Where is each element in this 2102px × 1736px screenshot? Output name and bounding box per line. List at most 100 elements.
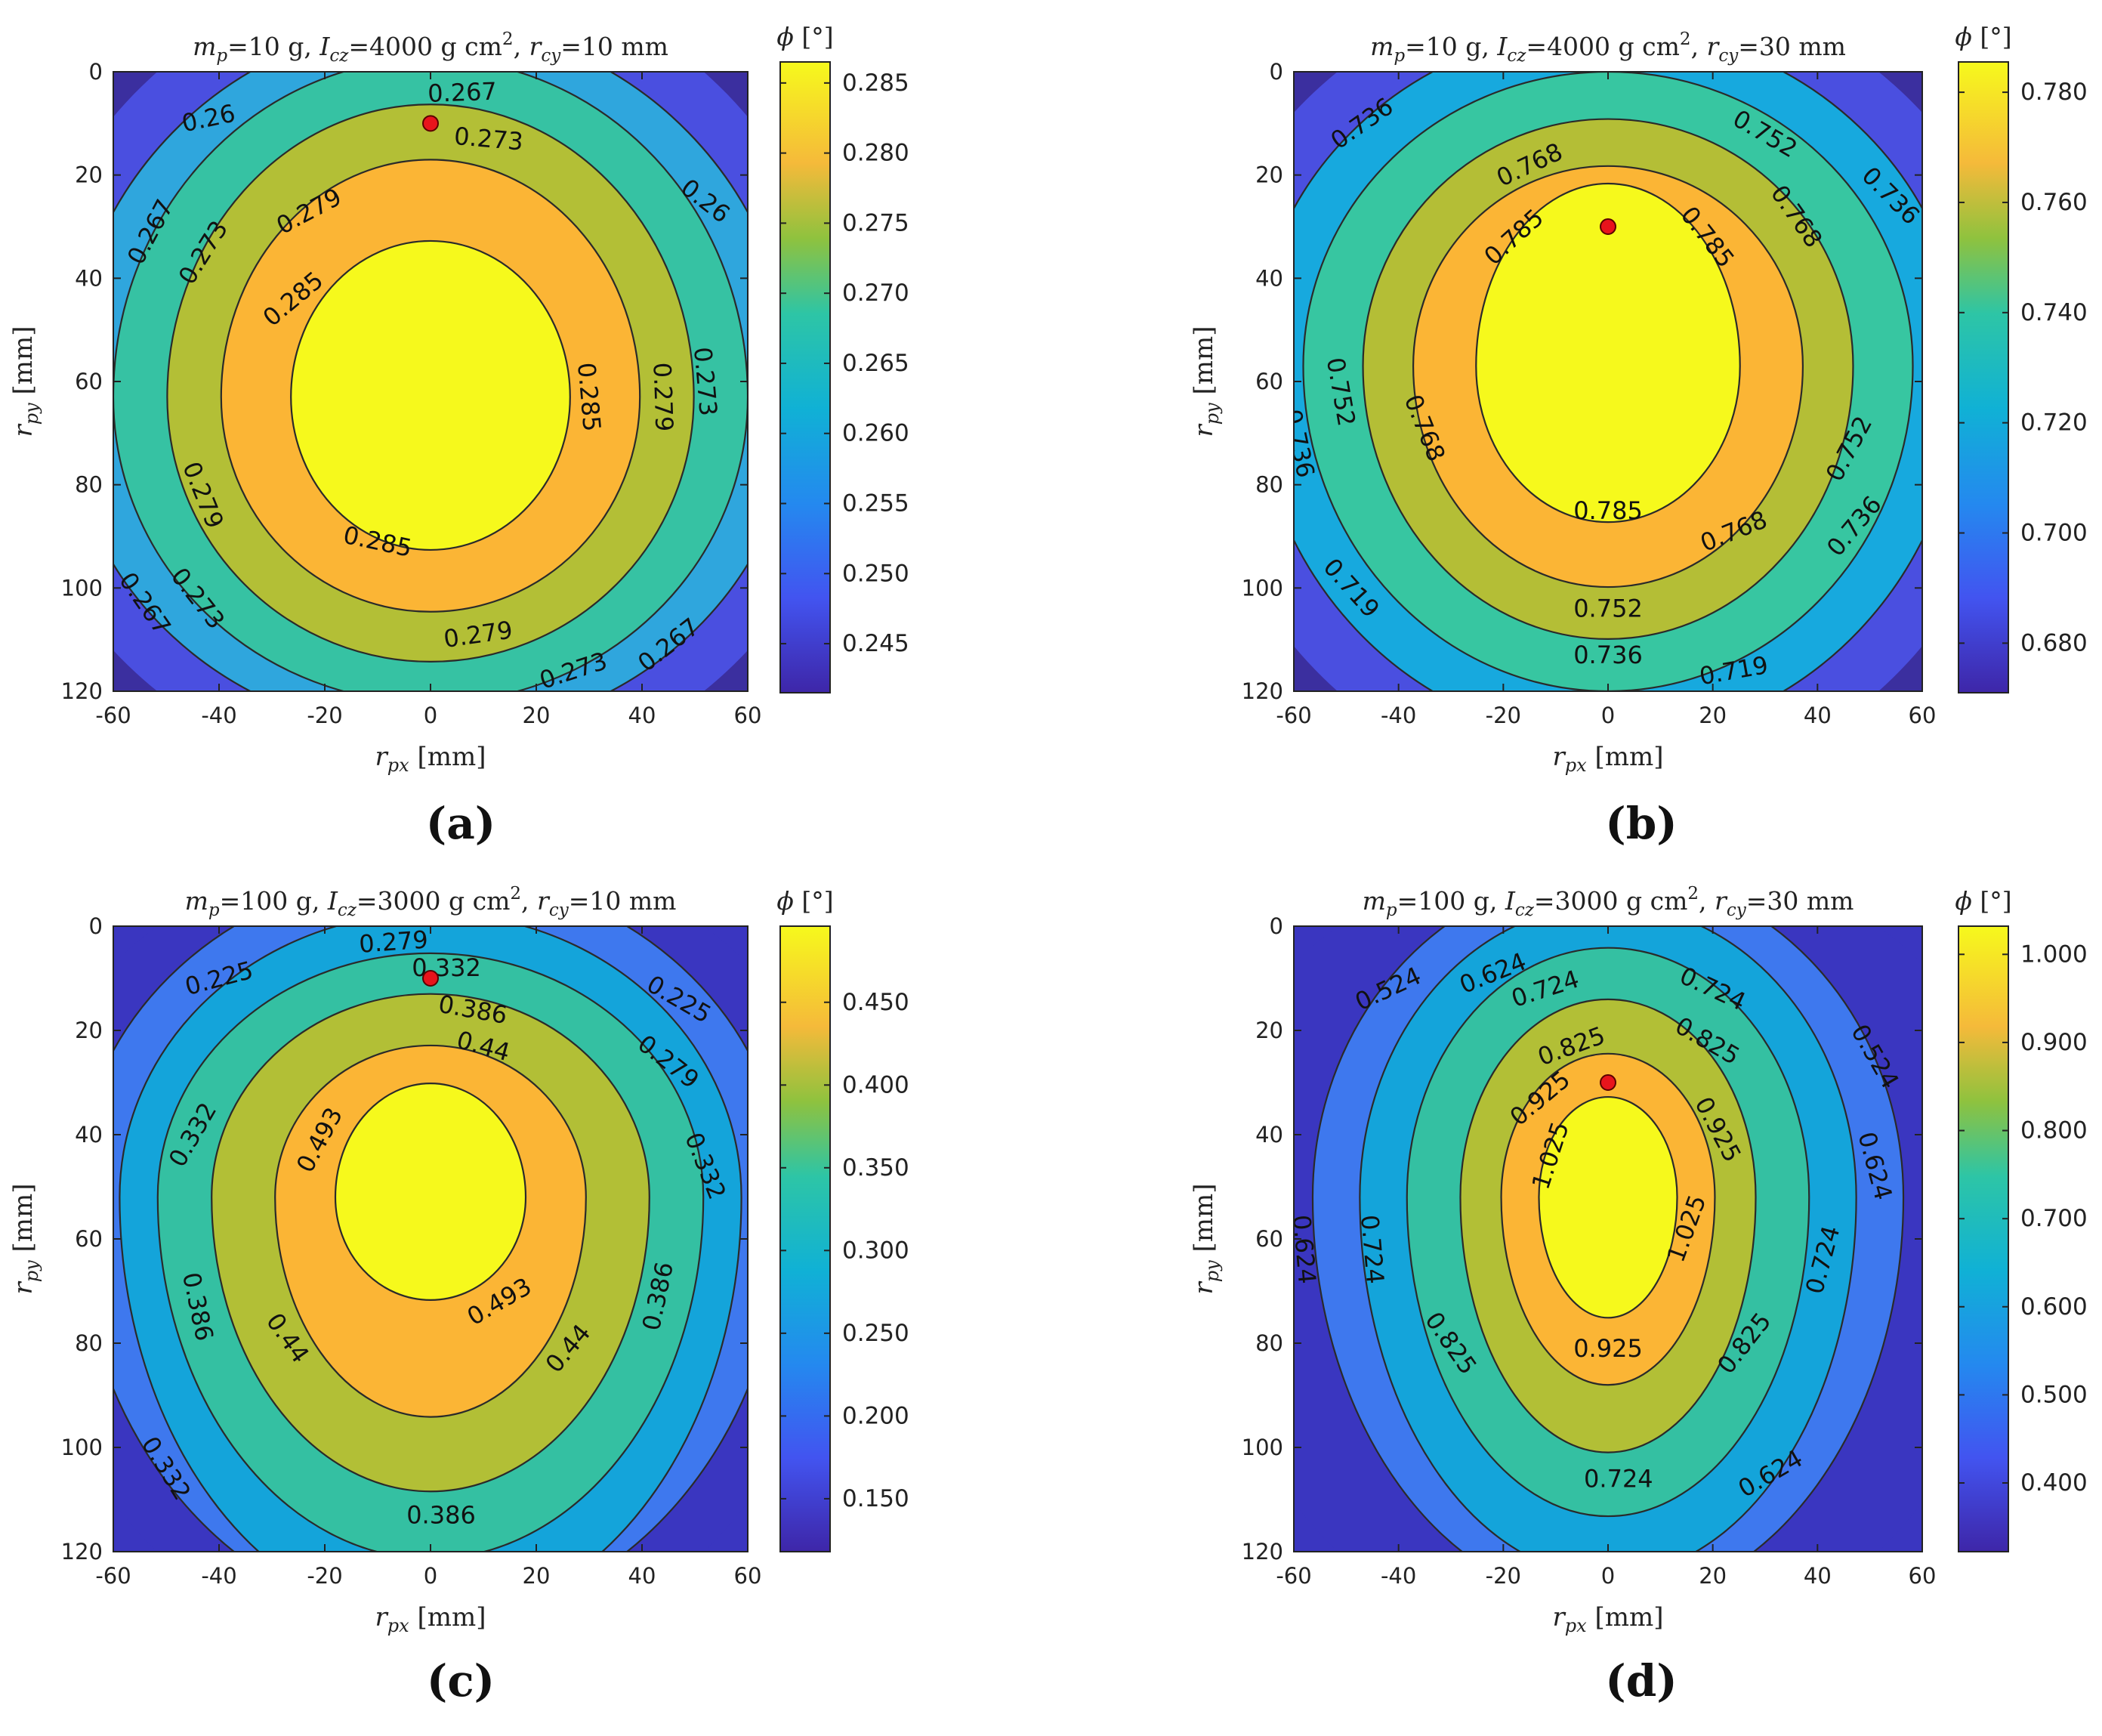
title-i-val: =3000 g cm bbox=[1534, 886, 1688, 916]
colorbar-label-unit: [°] bbox=[1972, 886, 2012, 916]
title-sep: , bbox=[1691, 32, 1707, 61]
y-tick-label: 80 bbox=[75, 472, 103, 498]
colorbar-tick-label: 0.780 bbox=[2020, 79, 2088, 106]
title-i: I bbox=[1505, 886, 1516, 916]
y-axis-label-var: r bbox=[1189, 1281, 1219, 1295]
x-axis-label-unit: [mm] bbox=[1587, 1602, 1664, 1633]
title-r-sub: cy bbox=[541, 46, 561, 66]
title-m: m bbox=[1370, 32, 1394, 61]
x-tick-label: -40 bbox=[201, 1563, 236, 1589]
y-axis-label-var: r bbox=[8, 424, 39, 437]
title-r-val: =10 mm bbox=[569, 886, 677, 916]
contour-level-6 bbox=[334, 1083, 527, 1301]
x-axis-label-var: r bbox=[375, 742, 389, 772]
title-i-sup: 2 bbox=[510, 884, 521, 904]
colorbar-tick-label: 0.300 bbox=[842, 1237, 909, 1264]
y-tick-label: 100 bbox=[61, 1435, 103, 1460]
contour-level-5 bbox=[1475, 182, 1741, 524]
y-axis-label-var: r bbox=[8, 1281, 39, 1295]
title-m-val: =10 g, bbox=[227, 32, 319, 61]
y-tick-label: 20 bbox=[75, 162, 103, 188]
x-tick-label: 0 bbox=[424, 703, 437, 728]
title-i-sup: 2 bbox=[1680, 29, 1691, 49]
colorbar-label-unit: [°] bbox=[794, 22, 834, 51]
y-tick-label: 0 bbox=[89, 913, 103, 939]
x-tick-label: -60 bbox=[1276, 1563, 1311, 1589]
title-i-sub: cz bbox=[1515, 900, 1535, 920]
x-axis-label-sub: px bbox=[387, 1615, 409, 1636]
y-tick-label: 40 bbox=[75, 1122, 103, 1148]
x-tick-label: 40 bbox=[1804, 703, 1832, 728]
x-tick-label: 20 bbox=[1699, 703, 1727, 728]
x-axis-label-var: r bbox=[375, 1602, 389, 1633]
y-tick-label: 40 bbox=[1255, 265, 1283, 291]
title-r-val: =30 mm bbox=[1746, 886, 1854, 916]
title-r: r bbox=[1715, 886, 1728, 916]
y-axis-label-unit: [mm] bbox=[1189, 1183, 1219, 1260]
title-i-sup: 2 bbox=[502, 29, 514, 49]
y-tick-label: 80 bbox=[1255, 1330, 1283, 1356]
colorbar bbox=[1958, 925, 2009, 1552]
x-axis-label-unit: [mm] bbox=[409, 1602, 486, 1633]
x-tick-label: 20 bbox=[523, 1563, 551, 1589]
title-i-val: =3000 g cm bbox=[357, 886, 511, 916]
contour-label: 0.279 bbox=[358, 925, 429, 959]
colorbar-tick-label: 0.700 bbox=[2020, 520, 2088, 547]
x-tick-label: 0 bbox=[1601, 1563, 1615, 1589]
colorbar-label: ϕ [°] bbox=[776, 886, 833, 916]
colorbar-label: ϕ [°] bbox=[776, 22, 833, 51]
colorbar-tick-label: 0.245 bbox=[842, 630, 909, 657]
colorbar-tick-label: 0.740 bbox=[2020, 299, 2088, 326]
title-r: r bbox=[1707, 32, 1721, 61]
x-axis-label-unit: [mm] bbox=[1587, 742, 1664, 772]
colorbar-label-unit: [°] bbox=[1972, 22, 2012, 51]
title-i: I bbox=[327, 886, 338, 916]
x-axis-label-sub: px bbox=[1565, 1615, 1587, 1636]
title-m-sub: p bbox=[1394, 46, 1405, 66]
y-tick-label: 20 bbox=[75, 1018, 103, 1043]
title-r-val: =30 mm bbox=[1738, 32, 1846, 61]
title-m-sub: p bbox=[1386, 900, 1397, 920]
title-r: r bbox=[537, 886, 551, 916]
contour-label: 0.267 bbox=[427, 77, 498, 108]
colorbar-tick-label: 0.350 bbox=[842, 1154, 909, 1182]
title-m-val: =10 g, bbox=[1405, 32, 1497, 61]
title-sep: , bbox=[521, 886, 537, 916]
marker-point bbox=[422, 115, 439, 132]
y-tick-label: 60 bbox=[1255, 1226, 1283, 1252]
panel-label: (c) bbox=[427, 1655, 495, 1707]
x-tick-label: 60 bbox=[734, 1563, 762, 1589]
x-tick-label: -40 bbox=[1381, 1563, 1416, 1589]
contour-label: 0.273 bbox=[688, 346, 723, 418]
contour-level-5 bbox=[290, 239, 571, 551]
plot-area: 0.260.2670.2730.260.2670.2730.2790.2850.… bbox=[113, 72, 748, 691]
x-tick-label: 40 bbox=[1804, 1563, 1832, 1589]
panel-label: (d) bbox=[1605, 1655, 1677, 1707]
colorbar-tick-label: 0.700 bbox=[2020, 1205, 2088, 1232]
x-axis-label-sub: px bbox=[1565, 755, 1587, 776]
title-r-sub: cy bbox=[549, 900, 569, 920]
x-axis-label-sub: px bbox=[387, 755, 409, 776]
colorbar-tick-label: 0.200 bbox=[842, 1402, 909, 1429]
x-tick-label: 0 bbox=[424, 1563, 437, 1589]
y-axis-label-sub: py bbox=[21, 1260, 42, 1282]
colorbar-tick-label: 0.260 bbox=[842, 420, 909, 447]
chart-title: mp=100 g, Icz=3000 g cm2, rcy=30 mm bbox=[1363, 884, 1854, 920]
title-r-val: =10 mm bbox=[560, 32, 668, 61]
title-i-sub: cz bbox=[1507, 46, 1526, 66]
title-i-val: =4000 g cm bbox=[348, 32, 502, 61]
colorbar bbox=[779, 61, 831, 693]
colorbar-tick-label: 0.400 bbox=[842, 1071, 909, 1098]
y-tick-label: 80 bbox=[75, 1330, 103, 1356]
title-m-sub: p bbox=[208, 900, 220, 920]
x-tick-label: 60 bbox=[734, 703, 762, 728]
colorbar-label-var: ϕ bbox=[776, 22, 794, 51]
marker-point bbox=[1600, 1074, 1616, 1091]
title-m: m bbox=[193, 32, 216, 61]
title-m-val: =100 g, bbox=[220, 886, 328, 916]
colorbar-tick-label: 0.500 bbox=[2020, 1381, 2088, 1408]
y-tick-label: 100 bbox=[61, 575, 103, 601]
